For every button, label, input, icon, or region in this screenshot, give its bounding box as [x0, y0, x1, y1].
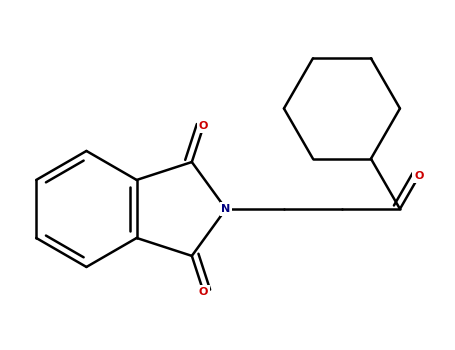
Text: O: O [199, 287, 208, 297]
Text: N: N [221, 204, 231, 214]
Text: O: O [199, 121, 208, 131]
Text: O: O [414, 171, 424, 181]
